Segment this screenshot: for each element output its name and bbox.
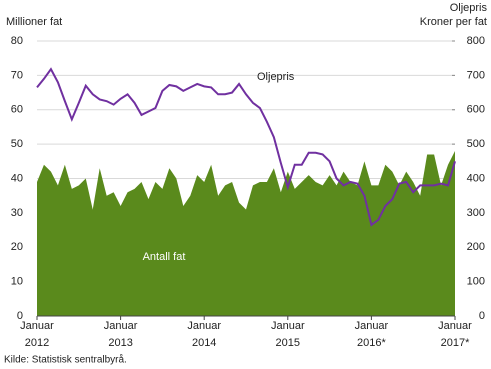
x-tick-label: Januar: [271, 320, 305, 332]
y2-tick-label: 200: [467, 241, 485, 253]
y-axis-title: Millioner fat: [6, 16, 62, 28]
y2-axis-title: Oljepris: [450, 2, 488, 14]
y2-tick-label: 100: [467, 276, 485, 288]
x-tick-label: Januar: [104, 320, 138, 332]
x-tick-label: 2015: [276, 337, 300, 349]
y-tick-label: 80: [11, 35, 23, 47]
y-tick-label: 70: [11, 69, 23, 81]
y2-tick-label: 800: [467, 35, 485, 47]
y2-tick-label: 0: [479, 310, 485, 322]
y-tick-label: 40: [11, 172, 23, 184]
source: Kilde: Statistisk sentralbyrå.: [4, 354, 127, 366]
y2-axis-title: Kroner per fat: [420, 16, 487, 28]
y-tick-label: 50: [11, 138, 23, 150]
x-tick-label: 2014: [192, 337, 216, 349]
y-tick-label: 30: [11, 207, 23, 219]
y-tick-label: 20: [11, 241, 23, 253]
series-label: Antall fat: [143, 251, 186, 263]
y2-tick-label: 500: [467, 138, 485, 150]
series-label: Oljepris: [257, 71, 295, 83]
x-tick-label: Januar: [187, 320, 221, 332]
y2-tick-label: 300: [467, 207, 485, 219]
y-tick-label: 10: [11, 276, 23, 288]
x-tick-label: 2012: [25, 337, 49, 349]
y2-tick-label: 400: [467, 172, 485, 184]
area: [37, 151, 455, 316]
x-tick-label: 2016*: [357, 337, 386, 349]
x-tick-label: 2017*: [441, 337, 470, 349]
x-tick-label: 2013: [108, 337, 132, 349]
line: [36, 67, 456, 227]
x-tick-label: Januar: [20, 320, 54, 332]
y2-tick-label: 700: [467, 69, 485, 81]
y-tick-label: 60: [11, 104, 23, 116]
y2-tick-label: 600: [467, 104, 485, 116]
x-tick-label: Januar: [355, 320, 389, 332]
x-tick-label: Januar: [438, 320, 472, 332]
y-tick-label: 0: [17, 310, 23, 322]
